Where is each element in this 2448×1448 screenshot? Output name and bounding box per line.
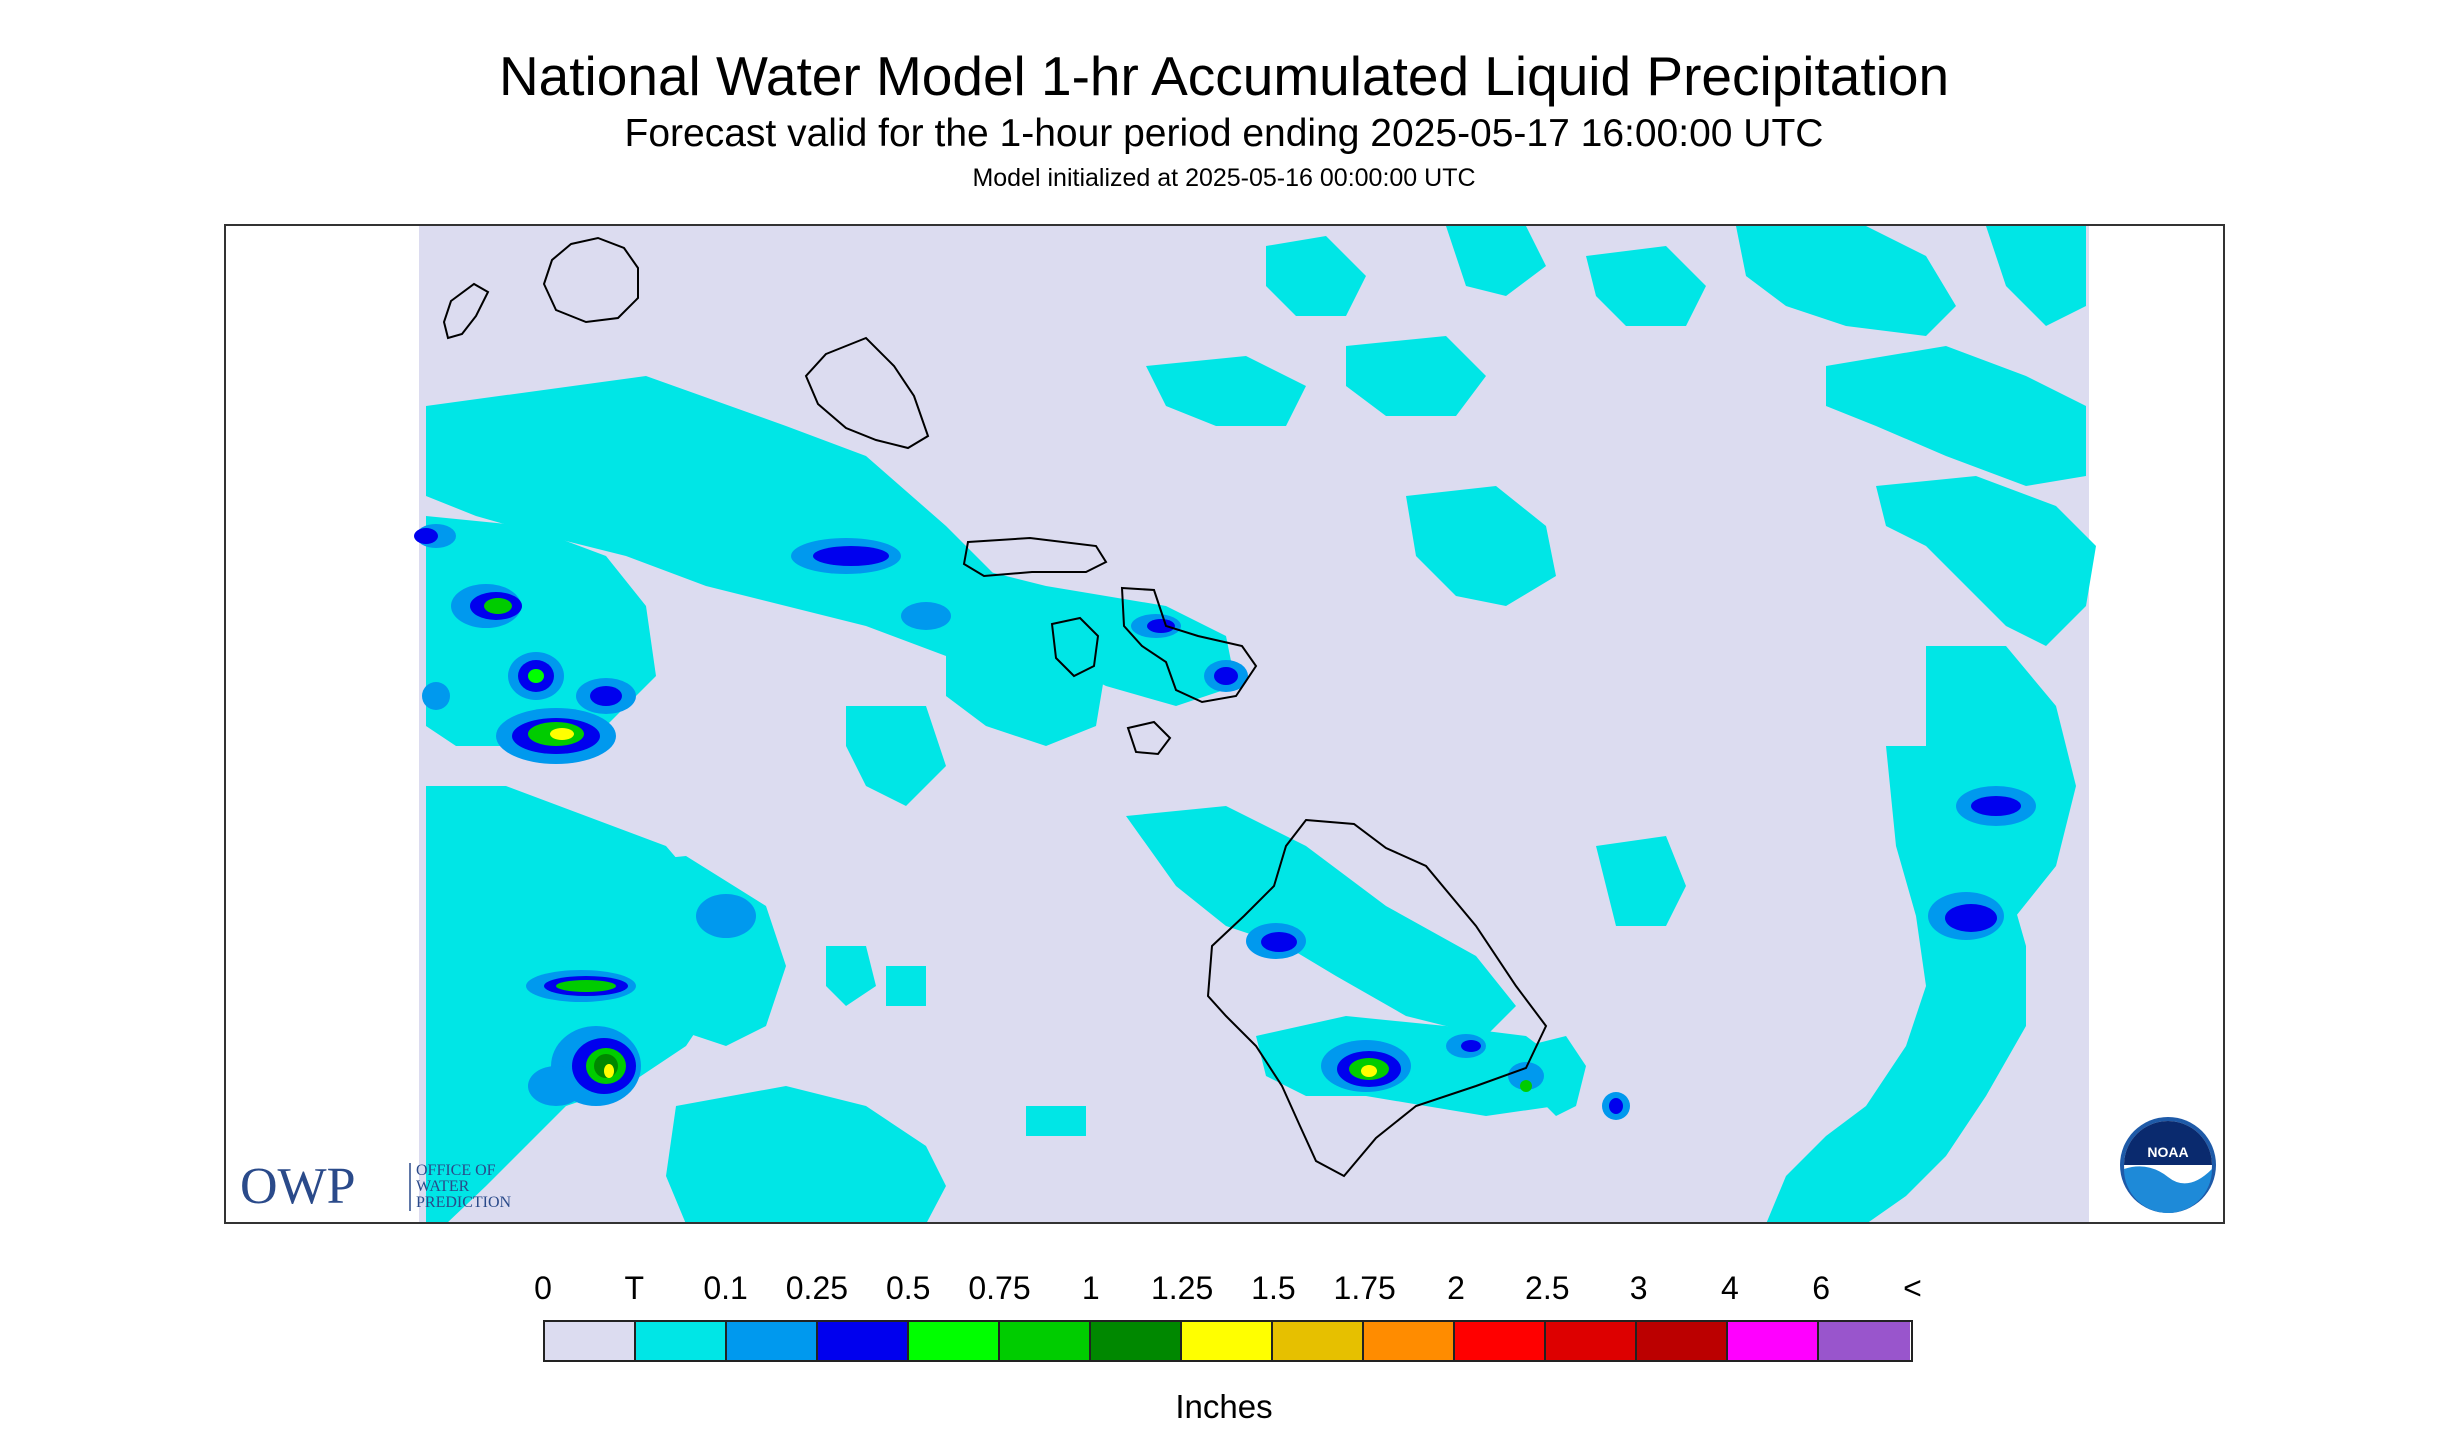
island-oahu	[804, 336, 930, 450]
legend-swatch	[909, 1322, 1001, 1360]
legend-tick-label: T	[624, 1270, 645, 1306]
legend-swatch	[1637, 1322, 1729, 1360]
legend-tick-label: 2.5	[1525, 1270, 1570, 1306]
legend-swatch	[636, 1322, 728, 1360]
noaa-mark: NOAA	[2147, 1144, 2188, 1160]
precip-trace-areas	[426, 226, 2096, 1222]
legend-swatch	[818, 1322, 910, 1360]
island-kahoolawe	[1126, 720, 1172, 756]
legend-tick-label: 4	[1720, 1270, 1739, 1306]
legend-tick-label: 1	[1081, 1270, 1100, 1306]
forecast-valid-subtitle: Forecast valid for the 1-hour period end…	[624, 112, 1824, 155]
legend-tick-label: 0.75	[968, 1270, 1031, 1306]
island-lanai	[1050, 616, 1100, 678]
legend-tick-label: 1.25	[1150, 1270, 1214, 1306]
island-maui	[1120, 586, 1258, 704]
owp-logo: OWP OFFICE OF WATER PREDICTION	[240, 1158, 512, 1215]
legend-swatch	[1273, 1322, 1365, 1360]
noaa-logo: NOAA	[2120, 1117, 2216, 1213]
owp-line2: WATER	[416, 1178, 470, 1195]
legend-swatch	[1091, 1322, 1183, 1360]
legend-swatch	[1546, 1322, 1638, 1360]
page-title: National Water Model 1-hr Accumulated Li…	[498, 45, 1950, 107]
legend-tick-label: 6	[1812, 1270, 1831, 1306]
legend-tick-label: 0.1	[703, 1270, 748, 1306]
island-kauai	[542, 236, 639, 324]
island-coastlines	[442, 236, 1548, 1178]
precipitation-map[interactable]	[224, 224, 2225, 1224]
legend-swatch	[1364, 1322, 1456, 1360]
map-canvas	[414, 226, 2096, 1222]
legend-swatch	[545, 1322, 637, 1360]
legend-tick-label: 1.75	[1333, 1270, 1396, 1306]
island-molokai	[962, 536, 1108, 578]
legend-tick-label: 0.25	[785, 1270, 849, 1306]
precip-1-25-areas	[550, 728, 1377, 1078]
model-init-caption: Model initialized at 2025-05-16 00:00:00…	[972, 164, 1476, 192]
legend-swatch	[1182, 1322, 1274, 1360]
legend-swatch	[1000, 1322, 1092, 1360]
owp-line3: PREDICTION	[416, 1194, 512, 1211]
legend-tick-label: 0.5	[885, 1270, 931, 1306]
legend-tick-label: 3	[1629, 1270, 1648, 1306]
island-niihau	[442, 282, 490, 340]
legend-units-label: Inches	[1175, 1388, 1273, 1425]
legend-tick-label: 1.5	[1251, 1270, 1296, 1306]
owp-line1: OFFICE OF	[416, 1162, 496, 1179]
legend-swatch	[1728, 1322, 1820, 1360]
legend-tick-label: <	[1903, 1270, 1922, 1306]
island-hawaii	[1206, 818, 1548, 1178]
owp-mark: OWP	[240, 1158, 356, 1215]
legend-tick-label: 0	[534, 1270, 552, 1306]
legend-swatch	[727, 1322, 819, 1360]
color-legend: 0 T 0.1 0.25 0.5 0.75 1 1.25 1.5 1.75 2 2.5 3 4 6 <	[534, 1270, 1922, 1380]
legend-tick-label: 2	[1447, 1270, 1465, 1306]
legend-swatch	[1455, 1322, 1547, 1360]
legend-swatch	[1819, 1322, 1911, 1360]
legend-bar	[543, 1320, 1913, 1362]
